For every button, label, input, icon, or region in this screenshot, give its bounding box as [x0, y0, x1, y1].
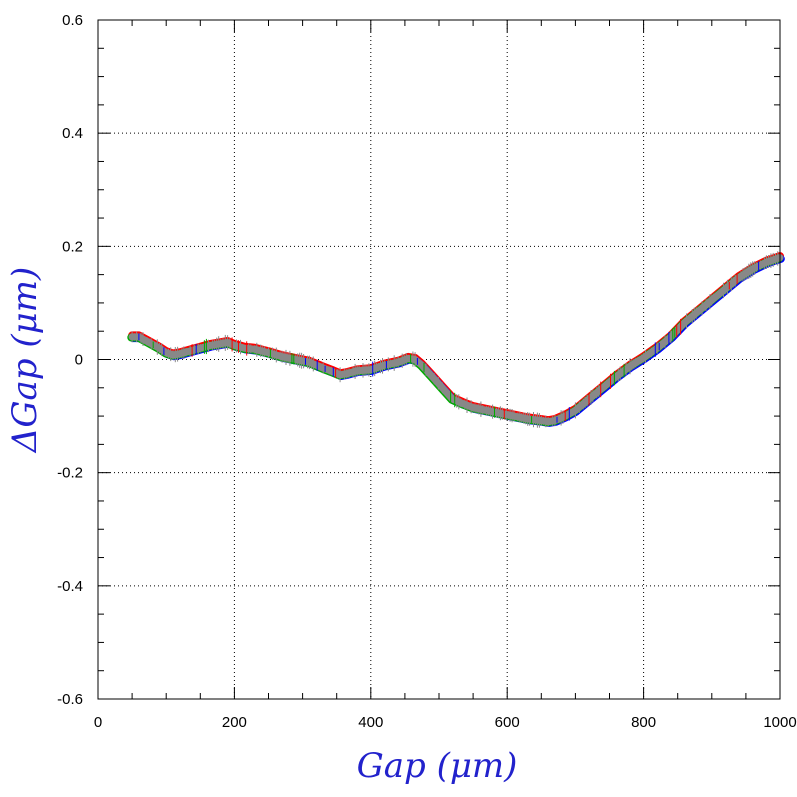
- x-tick-labels: 0 200 400 600 800 1000: [94, 714, 797, 731]
- y-tick-label-0: -0.6: [57, 691, 83, 708]
- y-tick-label-2: -0.2: [57, 465, 83, 482]
- y-tick-label-5: 0.4: [62, 125, 83, 142]
- x-tick-label-3: 600: [495, 714, 520, 731]
- y-tick-label-1: -0.4: [57, 578, 83, 595]
- x-tick-label-0: 0: [94, 714, 102, 731]
- series-trace-3: [128, 254, 784, 426]
- x-tick-label-1: 200: [222, 714, 247, 731]
- y-tick-label-3: 0: [75, 352, 83, 369]
- data-series: [127, 251, 785, 428]
- series-noise: [131, 251, 779, 428]
- y-tick-label-6: 0.6: [62, 12, 83, 29]
- grid: [98, 20, 780, 699]
- series-trace-0: [128, 252, 784, 425]
- x-axis-title: Gap (μm): [357, 746, 518, 786]
- y-tick-label-4: 0.2: [62, 238, 83, 255]
- x-tick-label-4: 800: [631, 714, 656, 731]
- y-axis-title: ΔGap (μm): [5, 267, 45, 454]
- plot-frame: [97, 19, 781, 700]
- y-tick-labels: -0.6 -0.4 -0.2 0 0.2 0.4 0.6: [57, 12, 83, 708]
- x-tick-label-2: 400: [358, 714, 383, 731]
- x-tick-label-5: 1000: [763, 714, 796, 731]
